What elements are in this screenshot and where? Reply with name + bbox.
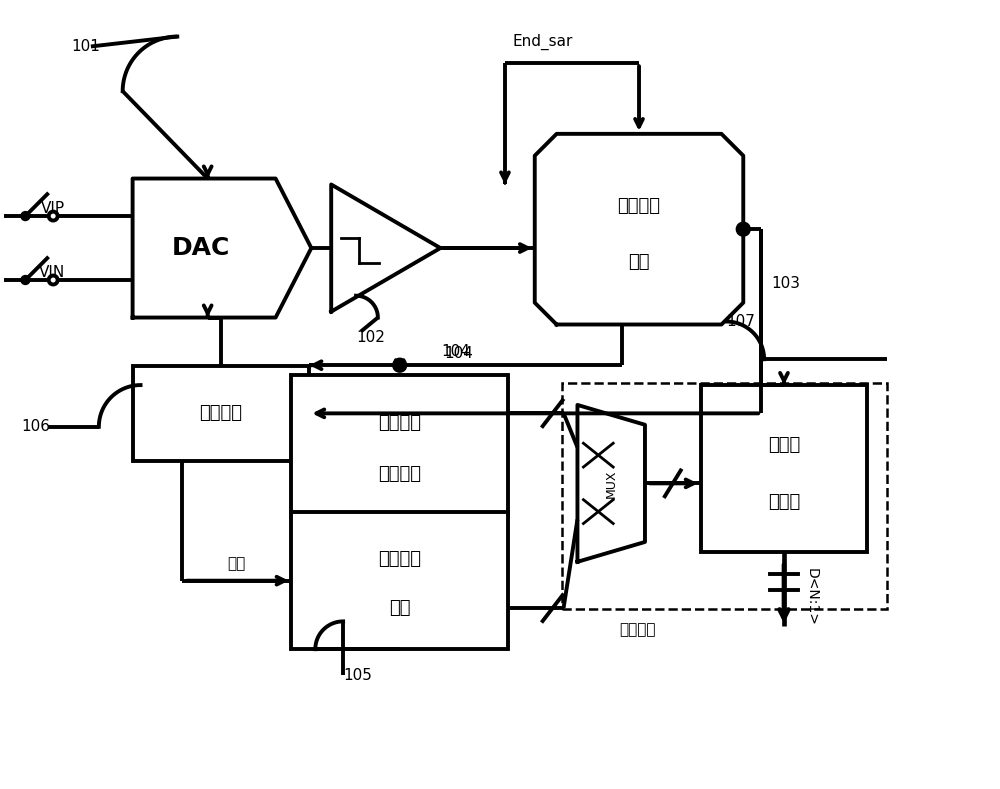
- Bar: [133, 366, 309, 461]
- Circle shape: [21, 211, 30, 221]
- Text: DAC: DAC: [171, 236, 230, 260]
- Polygon shape: [331, 185, 440, 312]
- Polygon shape: [133, 178, 311, 317]
- Text: VIN: VIN: [39, 264, 65, 279]
- Text: 104: 104: [441, 344, 470, 359]
- Text: 模块: 模块: [628, 252, 650, 271]
- Text: 105: 105: [343, 667, 372, 682]
- Text: 106: 106: [21, 419, 50, 434]
- Circle shape: [393, 358, 407, 372]
- Polygon shape: [535, 134, 743, 324]
- Text: 107: 107: [726, 314, 755, 329]
- Text: 101: 101: [71, 39, 100, 54]
- Bar: [291, 375, 508, 516]
- Text: D<N:1>: D<N:1>: [805, 567, 819, 626]
- Circle shape: [49, 211, 58, 221]
- Text: 产生模块: 产生模块: [378, 465, 421, 483]
- Text: 组模块: 组模块: [768, 493, 800, 510]
- Circle shape: [736, 222, 750, 236]
- Text: 码字重组: 码字重组: [619, 622, 655, 637]
- Bar: [562, 383, 887, 609]
- Text: VIP: VIP: [41, 200, 65, 215]
- Text: 103: 103: [771, 276, 800, 291]
- Text: MUX: MUX: [605, 469, 618, 498]
- Text: 预测码字: 预测码字: [378, 550, 421, 568]
- Text: 二进制码: 二进制码: [378, 414, 421, 432]
- Bar: [701, 385, 867, 552]
- Text: 模块: 模块: [389, 599, 410, 617]
- Bar: [291, 512, 508, 649]
- Text: 预测判断: 预测判断: [618, 197, 661, 215]
- Text: 切换控制: 切换控制: [199, 405, 242, 422]
- Text: 104: 104: [444, 346, 473, 361]
- Text: End_sar: End_sar: [513, 33, 573, 50]
- Circle shape: [21, 275, 30, 285]
- Text: 102: 102: [356, 330, 385, 345]
- Text: 加载: 加载: [228, 556, 246, 571]
- Circle shape: [49, 275, 58, 285]
- Text: 码字重: 码字重: [768, 436, 800, 454]
- Polygon shape: [577, 405, 645, 562]
